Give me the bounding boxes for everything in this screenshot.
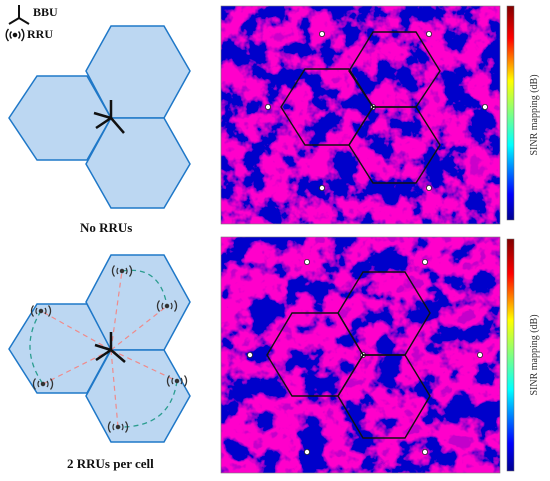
heatmap-hex-outline-top xyxy=(280,31,441,184)
rru-icon xyxy=(30,305,52,317)
rru-icon xyxy=(111,265,133,277)
hex-cluster-no-rru xyxy=(8,25,191,209)
colorbar-label-bottom: SINR mapping (dB) xyxy=(529,314,540,395)
bbu-legend-label: BBU xyxy=(33,5,58,19)
colorbar-label-top: SINR mapping (dB) xyxy=(529,74,540,155)
bbu-icon xyxy=(93,100,125,134)
rru-legend-icon xyxy=(5,28,25,42)
hex-cluster-with-rru xyxy=(8,254,191,443)
caption-no-rrus: No RRUs xyxy=(80,220,133,235)
rru-icons xyxy=(30,265,188,433)
hex-cell-bottom xyxy=(85,117,191,209)
rru-icon xyxy=(107,421,129,433)
heatmap-site-markers-bottom xyxy=(246,258,483,455)
bbu-legend-icon xyxy=(8,5,30,25)
rru-icon xyxy=(156,300,178,312)
colorbar-top xyxy=(506,5,515,221)
hex-cell-bottom-rru xyxy=(85,349,191,443)
sinr-heatmap-top xyxy=(221,6,500,224)
hex-cell-left xyxy=(8,75,112,161)
bbu-icon-center xyxy=(94,332,126,363)
rru-icon xyxy=(166,375,188,387)
colorbar-bottom xyxy=(506,238,515,472)
sinr-heatmap-bottom xyxy=(221,237,500,473)
heatmap-hex-outline-bottom xyxy=(266,271,431,439)
rru-icon xyxy=(32,378,54,390)
rru-legend-label: RRU xyxy=(27,27,53,41)
pink-dashed-links xyxy=(40,270,178,428)
caption-2-rrus: 2 RRUs per cell xyxy=(67,456,154,471)
